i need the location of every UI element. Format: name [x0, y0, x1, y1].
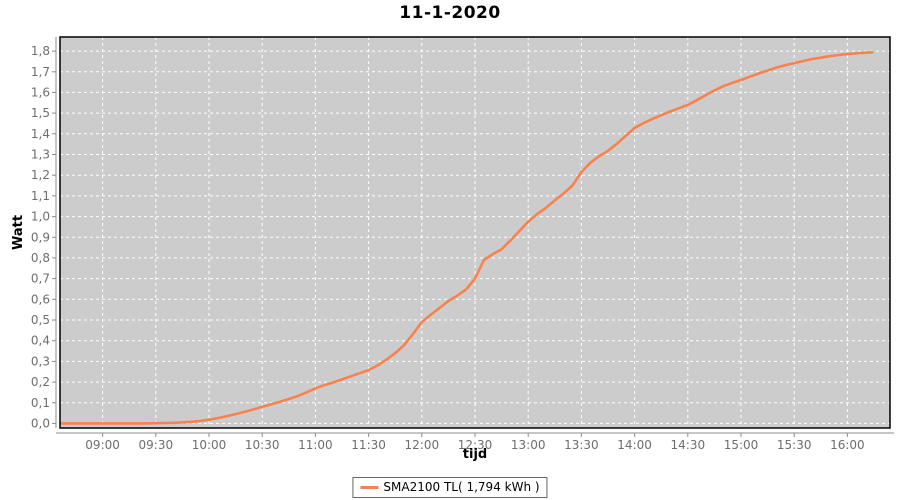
x-tick-label: 12:30	[458, 438, 493, 452]
series-line	[60, 50, 874, 425]
x-tick-label: 09:00	[85, 438, 120, 452]
legend: SMA2100 TL( 1,794 kWh )	[352, 477, 548, 498]
x-tick-label: 10:00	[192, 438, 227, 452]
y-tick-label: 0,2	[31, 375, 50, 389]
y-tick-label: 1,7	[31, 65, 50, 79]
x-tick-label: 13:30	[564, 438, 599, 452]
legend-line-swatch	[360, 486, 379, 489]
x-tick-label: 11:30	[351, 438, 386, 452]
x-tick-label: 15:30	[777, 438, 812, 452]
y-tick-label: 0,9	[31, 230, 50, 244]
y-tick-label: 1,8	[31, 44, 50, 58]
y-tick-label: 1,0	[31, 210, 50, 224]
y-tick-label: 1,5	[31, 106, 50, 120]
y-tick-label: 1,6	[31, 85, 50, 99]
plot-border	[59, 36, 891, 429]
y-tick-label: 1,4	[31, 127, 50, 141]
x-tick-label: 16:00	[830, 438, 865, 452]
y-tick-label: 0,8	[31, 251, 50, 265]
x-axis-title: tijd	[462, 447, 488, 462]
y-tick-label: 1,3	[31, 148, 50, 162]
x-tick-label: 12:00	[405, 438, 440, 452]
y-tick-label: 1,2	[31, 168, 50, 182]
x-tick-label: 15:00	[724, 438, 759, 452]
x-tick-label: 09:30	[139, 438, 174, 452]
x-tick-label: 13:00	[511, 438, 546, 452]
y-tick-label: 0,7	[31, 272, 50, 286]
chart-title: 11-1-2020	[399, 3, 501, 23]
x-tick-label: 10:30	[245, 438, 280, 452]
y-tick-label: 0,6	[31, 292, 50, 306]
x-tick-label: 14:00	[617, 438, 652, 452]
legend-label: SMA2100 TL( 1,794 kWh )	[383, 480, 540, 494]
y-tick-label: 0,5	[31, 313, 50, 327]
y-tick-label: 0,1	[31, 396, 50, 410]
y-tick-label: 0,4	[31, 334, 50, 348]
y-tick-label: 1,1	[31, 189, 50, 203]
y-tick-label: 0,0	[31, 416, 50, 430]
x-tick-label: 14:30	[671, 438, 706, 452]
y-tick-label: 0,3	[31, 354, 50, 368]
x-tick-label: 11:00	[298, 438, 333, 452]
